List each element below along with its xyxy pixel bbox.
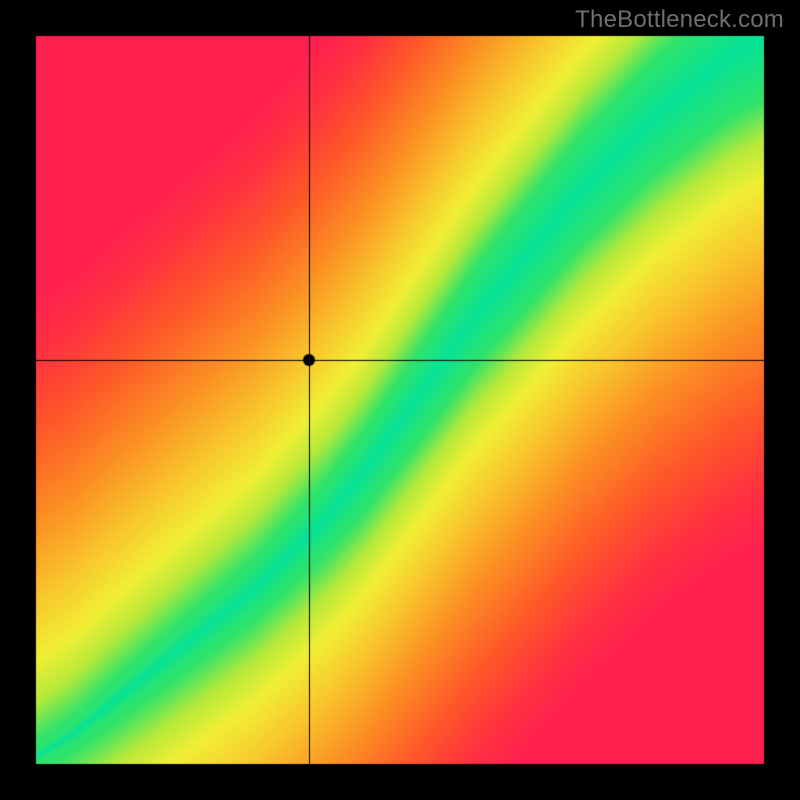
- watermark-text: TheBottleneck.com: [575, 6, 784, 34]
- chart-container: TheBottleneck.com: [0, 0, 800, 800]
- bottleneck-heatmap: [0, 0, 800, 800]
